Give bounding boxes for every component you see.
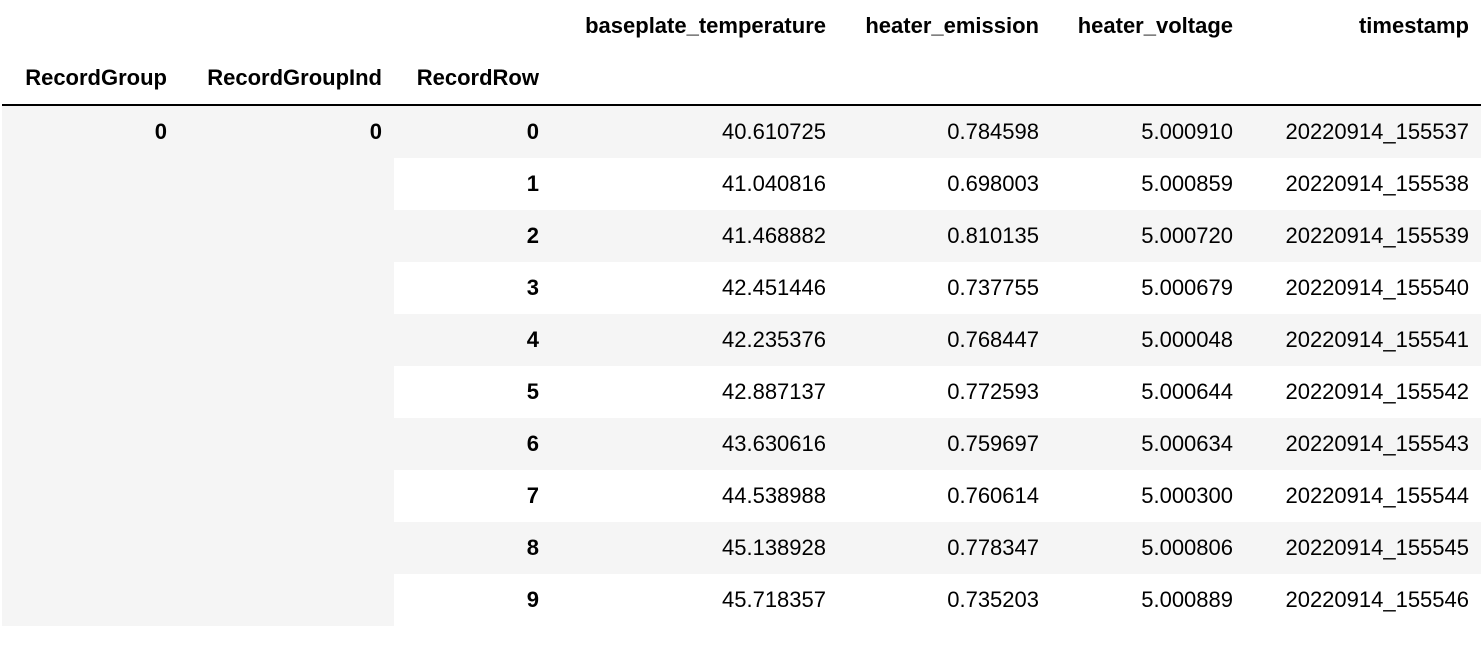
- dataframe-table: baseplate_temperature heater_emission he…: [2, 0, 1481, 626]
- cell-heater-emission: 0.760614: [838, 470, 1051, 522]
- cell-baseplate-temperature: 41.040816: [551, 158, 838, 210]
- table-row: 2 41.468882 0.810135 5.000720 20220914_15553…: [2, 210, 1481, 262]
- header-blank: [551, 52, 838, 106]
- table-row: 8 45.138928 0.778347 5.000806 20220914_15554…: [2, 522, 1481, 574]
- header-blank: [394, 0, 551, 52]
- header-blank: [2, 0, 179, 52]
- column-header-baseplate-temperature: baseplate_temperature: [585, 13, 826, 38]
- cell-baseplate-temperature: 45.138928: [551, 522, 838, 574]
- table-body: 0 0 0 40.610725 0.784598 5.000910 20220914_155…: [2, 105, 1481, 626]
- cell-heater-emission: 0.759697: [838, 418, 1051, 470]
- index-record-row: 8: [394, 522, 551, 574]
- cell-timestamp: 20220914_155544: [1245, 470, 1481, 522]
- cell-timestamp: 20220914_155537: [1245, 105, 1481, 158]
- index-record-row: 0: [394, 105, 551, 158]
- index-name-row: RecordGroup RecordGroupInd RecordRow: [2, 52, 1481, 106]
- cell-baseplate-temperature: 45.718357: [551, 574, 838, 626]
- cell-timestamp: 20220914_155541: [1245, 314, 1481, 366]
- index-record-row: 3: [394, 262, 551, 314]
- column-header-heater-voltage: heater_voltage: [1077, 13, 1233, 38]
- cell-heater-voltage: 5.000859: [1051, 158, 1245, 210]
- cell-heater-emission: 0.810135: [838, 210, 1051, 262]
- header-blank: [1245, 52, 1481, 106]
- cell-heater-emission: 0.768447: [838, 314, 1051, 366]
- header-blank: [838, 52, 1051, 106]
- cell-heater-voltage: 5.000889: [1051, 574, 1245, 626]
- table-row: 7 44.538988 0.760614 5.000300 20220914_15554…: [2, 470, 1481, 522]
- index-record-row: 6: [394, 418, 551, 470]
- table-row: 5 42.887137 0.772593 5.000644 20220914_15554…: [2, 366, 1481, 418]
- table-row: 9 45.718357 0.735203 5.000889 20220914_15554…: [2, 574, 1481, 626]
- column-header-heater-emission: heater_emission: [865, 13, 1039, 38]
- cell-heater-voltage: 5.000644: [1051, 366, 1245, 418]
- cell-heater-emission: 0.737755: [838, 262, 1051, 314]
- index-record-row: 2: [394, 210, 551, 262]
- cell-baseplate-temperature: 40.610725: [551, 105, 838, 158]
- cell-timestamp: 20220914_155538: [1245, 158, 1481, 210]
- cell-heater-emission: 0.735203: [838, 574, 1051, 626]
- table-row: 6 43.630616 0.759697 5.000634 20220914_15554…: [2, 418, 1481, 470]
- cell-baseplate-temperature: 42.235376: [551, 314, 838, 366]
- cell-baseplate-temperature: 41.468882: [551, 210, 838, 262]
- cell-timestamp: 20220914_155545: [1245, 522, 1481, 574]
- cell-heater-emission: 0.778347: [838, 522, 1051, 574]
- cell-timestamp: 20220914_155546: [1245, 574, 1481, 626]
- table-row: 0 0 0 40.610725 0.784598 5.000910 20220914_155…: [2, 105, 1481, 626]
- column-header-row: baseplate_temperature heater_emission he…: [2, 0, 1481, 52]
- cell-baseplate-temperature: 42.451446: [551, 262, 838, 314]
- column-header-timestamp: timestamp: [1358, 13, 1469, 38]
- cell-timestamp: 20220914_155543: [1245, 418, 1481, 470]
- header-blank: [1051, 52, 1245, 106]
- index-name-record-group: RecordGroup: [2, 52, 179, 106]
- cell-heater-voltage: 5.000679: [1051, 262, 1245, 314]
- index-record-group: 0: [2, 105, 179, 626]
- cell-heater-emission: 0.784598: [838, 105, 1051, 158]
- index-name-record-group-ind: RecordGroupInd: [179, 52, 394, 106]
- index-record-row: 5: [394, 366, 551, 418]
- index-record-group-ind: 0: [179, 105, 394, 626]
- index-record-row: 1: [394, 158, 551, 210]
- index-record-row: 7: [394, 470, 551, 522]
- table-row: 3 42.451446 0.737755 5.000679 20220914_15554…: [2, 262, 1481, 314]
- cell-timestamp: 20220914_155539: [1245, 210, 1481, 262]
- index-record-row: 4: [394, 314, 551, 366]
- cell-timestamp: 20220914_155542: [1245, 366, 1481, 418]
- index-record-row: 9: [394, 574, 551, 626]
- cell-heater-voltage: 5.000720: [1051, 210, 1245, 262]
- cell-baseplate-temperature: 42.887137: [551, 366, 838, 418]
- cell-baseplate-temperature: 43.630616: [551, 418, 838, 470]
- cell-heater-emission: 0.698003: [838, 158, 1051, 210]
- cell-heater-voltage: 5.000048: [1051, 314, 1245, 366]
- index-name-record-row: RecordRow: [394, 52, 551, 106]
- table-row: 4 42.235376 0.768447 5.000048 20220914_15554…: [2, 314, 1481, 366]
- cell-heater-voltage: 5.000634: [1051, 418, 1245, 470]
- cell-heater-voltage: 5.000300: [1051, 470, 1245, 522]
- table-row: 1 41.040816 0.698003 5.000859 20220914_15553…: [2, 158, 1481, 210]
- table-header: baseplate_temperature heater_emission he…: [2, 0, 1481, 106]
- cell-heater-voltage: 5.000806: [1051, 522, 1245, 574]
- cell-heater-voltage: 5.000910: [1051, 105, 1245, 158]
- cell-heater-emission: 0.772593: [838, 366, 1051, 418]
- cell-timestamp: 20220914_155540: [1245, 262, 1481, 314]
- header-blank: [179, 0, 394, 52]
- cell-baseplate-temperature: 44.538988: [551, 470, 838, 522]
